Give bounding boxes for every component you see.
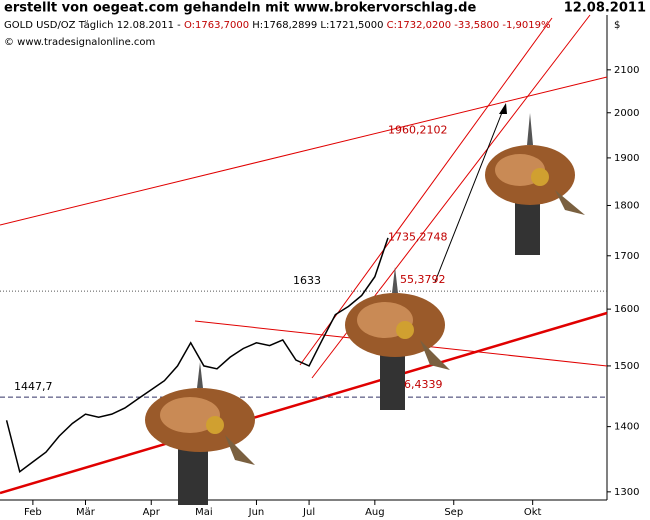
close: C:1732,0200 -33,5800 -1,9019% [387,20,551,31]
channel-line [299,17,553,366]
currency: $ [614,20,620,31]
annotation-label: 55,3792 [400,273,446,286]
y-tick-label: 1400 [614,422,639,433]
annotation-label: 1735,2748 [388,231,448,244]
y-tick-label: 2000 [614,108,639,119]
x-tick-label: Apr [143,507,161,518]
y-tick-label: 1800 [614,200,639,211]
level-label: 1447,7 [14,380,53,393]
instrument: GOLD USD/OZ Täglich 12.08.2011 - [4,20,181,31]
x-tick-label: Mär [76,507,96,518]
helmet-image [145,362,255,505]
x-tick-label: Feb [24,507,42,518]
y-tick-label: 1500 [614,361,639,372]
y-tick-label: 2100 [614,65,639,76]
support-line [0,311,608,495]
y-tick-label: 1300 [614,487,639,498]
level-label: 1633 [293,274,321,287]
arrow-head [499,103,507,114]
high-low: H:1768,2899 L:1721,5000 [252,20,383,31]
arrow [434,103,507,283]
arrow-line [434,109,504,283]
annotation-label: 1960,2102 [388,123,448,136]
x-tick-label: Aug [365,507,385,518]
x-tick-label: Okt [524,507,542,518]
chart-title: erstellt von oegeat.com gehandeln mit ww… [4,1,476,16]
x-tick-label: Mai [195,507,213,518]
y-tick-label: 1600 [614,304,639,315]
upper-channel [0,76,608,226]
date: 12.08.2011 [564,1,646,16]
helmet-image [485,113,585,255]
y-tick-label: 1900 [614,153,639,164]
x-tick-label: Jun [248,507,265,518]
instrument-line: GOLD USD/OZ Täglich 12.08.2011 - O:1763,… [4,20,551,31]
x-tick-label: Sep [444,507,463,518]
open: O:1763,7000 [184,20,249,31]
helmet-image [345,267,450,410]
annotation-label: 6,4339 [404,378,443,391]
x-tick-label: Jul [302,507,315,518]
source: © www.tradesignalonline.com [4,37,155,48]
price-line [5,237,389,474]
y-tick-label: 1700 [614,251,639,262]
